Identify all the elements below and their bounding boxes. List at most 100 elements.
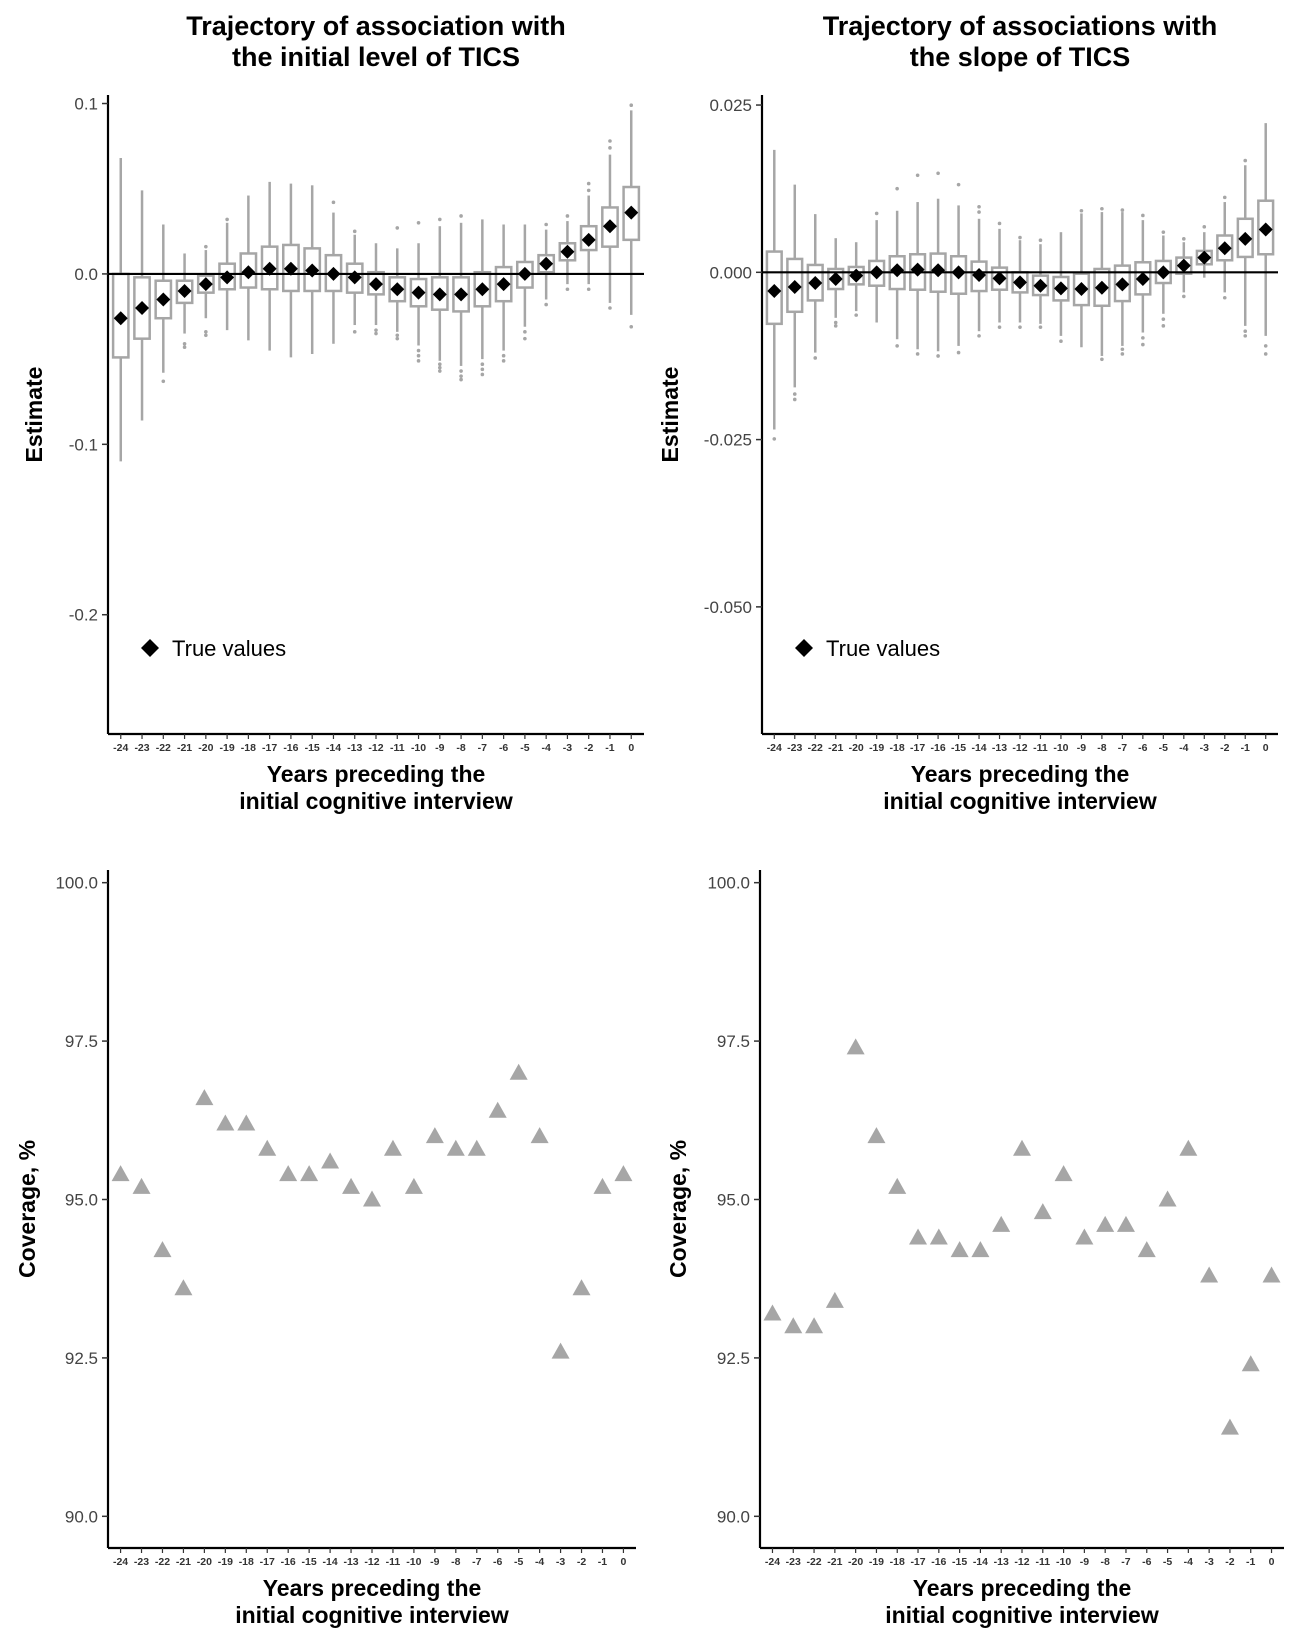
p2-xtick-label: -10 [1053, 742, 1068, 754]
p4-ytick-label: 95.0 [717, 1190, 750, 1209]
p2-true-value-point [1217, 241, 1232, 256]
p1-true-value-point [347, 270, 362, 285]
p3-xtick-label: -20 [197, 1556, 212, 1568]
p3-xtick-label: -12 [364, 1556, 379, 1568]
p2-outlier [1120, 347, 1125, 352]
p1-legend-label: True values [172, 636, 286, 661]
p3-coverage-point [258, 1139, 277, 1156]
p2-outlier [833, 320, 838, 325]
p1-outlier [438, 217, 442, 222]
p1-true-value-point [241, 265, 256, 280]
p1-xtick-label: -10 [411, 742, 426, 754]
p1-outlier [161, 379, 166, 384]
p1-xlabel-line-2: initial cognitive interview [239, 788, 513, 814]
p1-outlier [374, 331, 378, 336]
p1-xtick-label: -4 [541, 742, 550, 754]
p1-true-value-point [305, 263, 320, 278]
p2-true-value-point [992, 271, 1007, 286]
p1-outlier [225, 217, 229, 222]
p1-title-line-2: the initial level of TICS [232, 42, 520, 72]
p1-true-value-point [113, 311, 128, 326]
p1-xtick-label: -13 [347, 742, 362, 754]
p4-coverage-point [867, 1127, 886, 1144]
p4-coverage-point [1262, 1266, 1281, 1283]
p3-xtick-label: -5 [514, 1556, 523, 1568]
p4-coverage-point [1179, 1139, 1198, 1156]
p1-xtick-label: -6 [499, 742, 508, 754]
p2-outlier [1263, 344, 1268, 348]
p1-true-value-point [517, 266, 532, 281]
p1-outlier [416, 353, 421, 358]
p2-outlier [1141, 213, 1145, 218]
p1-ytick-label: -0.1 [69, 435, 98, 454]
p2-outlier [895, 186, 899, 191]
p1-true-value-point [198, 277, 213, 292]
p3-coverage-point [446, 1139, 465, 1156]
p2-xtick-label: -24 [767, 742, 782, 754]
p2-ytick-label: -0.025 [704, 431, 752, 450]
p3-xtick-label: -16 [281, 1556, 296, 1568]
p1-true-value-point [475, 282, 490, 297]
p3-panel: 100.097.595.092.590.0-24 -23 -22 -21 -20 -19-… [14, 870, 636, 1628]
p2-outlier [915, 173, 920, 178]
p4-xtick-label: -13 [994, 1556, 1009, 1568]
p3-xtick-label: -3 [556, 1556, 565, 1568]
p3-xtick-label: -1 [598, 1556, 607, 1568]
p2-outlier [792, 392, 797, 396]
p1-legend-key [141, 639, 159, 657]
p4-xtick-label: -16 [931, 1556, 946, 1568]
p1-outlier [374, 328, 378, 332]
p4-coverage-point [909, 1228, 928, 1245]
p2-outlier [977, 334, 981, 338]
p2-outlier [997, 221, 1002, 226]
p1-xtick-label: -7 [478, 742, 487, 754]
p2-true-value-point [910, 262, 925, 277]
p2-outlier [1038, 238, 1043, 242]
p2-true-value-point [931, 263, 946, 278]
p4-coverage-point [1116, 1215, 1135, 1232]
p2-outlier [936, 354, 940, 358]
p1-outlier [629, 103, 634, 108]
p2-outlier [1263, 352, 1268, 356]
p3-xtick-label: -15 [302, 1556, 317, 1568]
p2-outlier [792, 397, 797, 402]
p1-true-value-point [220, 270, 235, 285]
p2-xtick-label: -22 [808, 742, 823, 754]
p1-xtick-label: -18 [241, 742, 256, 754]
p2-true-value-point [1094, 280, 1109, 295]
p4-xtick-label: -10 [1056, 1556, 1071, 1568]
p2-xtick-label: -9 [1077, 742, 1086, 754]
p1-true-value-point [177, 283, 192, 298]
p3-coverage-point [551, 1342, 570, 1359]
p4-coverage-point [1054, 1165, 1073, 1182]
p1-outlier [586, 188, 591, 193]
p2-outlier [1243, 334, 1248, 338]
p2-xtick-label: -17 [910, 742, 925, 754]
p1-true-value-point [432, 287, 447, 302]
p2-xtick-label: -1 [1241, 742, 1250, 754]
p2-true-value-point [1074, 282, 1089, 297]
p1-true-value-point [602, 219, 617, 234]
p4-xlabel-line-1: Years preceding the [913, 1575, 1132, 1601]
p1-true-value-point [369, 277, 383, 292]
p1-outlier [352, 229, 357, 234]
p4-coverage-point [950, 1241, 969, 1258]
p1-outlier [438, 362, 442, 367]
p2-xtick-label: -23 [787, 742, 802, 754]
p4-xtick-label: -2 [1225, 1556, 1234, 1568]
p1-outlier [565, 287, 570, 292]
p4-xtick-label: -9 [1080, 1556, 1089, 1568]
p1-true-value-point [454, 287, 469, 302]
p4-coverage-point [784, 1317, 803, 1334]
p4-coverage-point [1200, 1266, 1219, 1283]
p4-coverage-point [929, 1228, 948, 1245]
p2-true-value-point [1033, 278, 1048, 293]
p2-outlier [1202, 225, 1207, 229]
p3-coverage-point [593, 1177, 612, 1194]
p2-outlier [1161, 324, 1166, 328]
p3-coverage-point [195, 1089, 214, 1106]
p4-coverage-point [1137, 1241, 1156, 1258]
p2-outlier [772, 437, 777, 441]
p1-true-value-point [539, 256, 554, 271]
